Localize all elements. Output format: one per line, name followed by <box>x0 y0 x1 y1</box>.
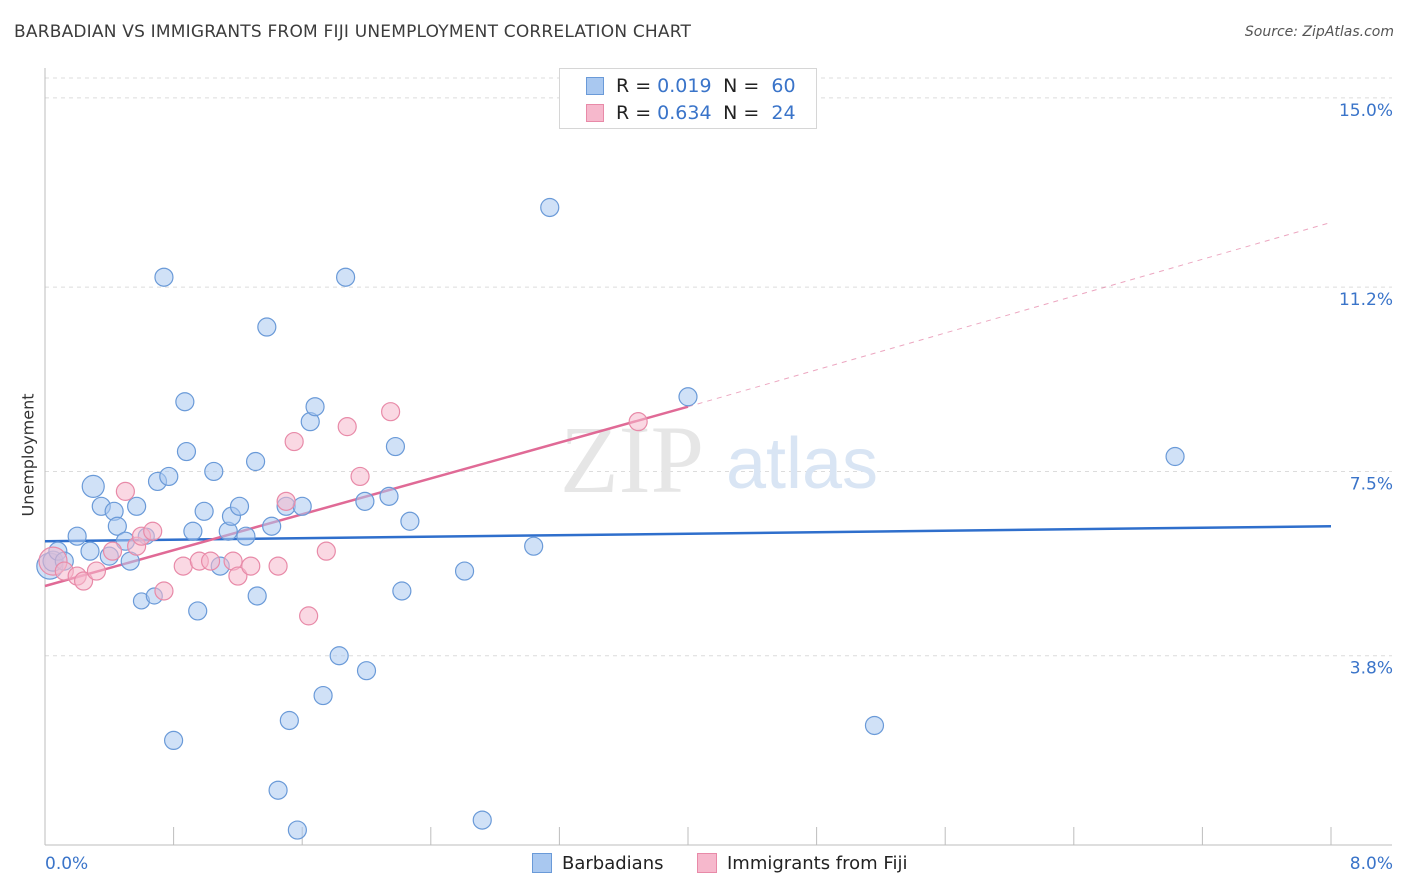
axis-layer: 3.8% 7.5% 11.2% 15.0% 0.0% 8.0% <box>44 68 1393 874</box>
barbadian-point <box>864 715 885 736</box>
barbadian-point <box>164 730 184 751</box>
fiji-point <box>173 556 193 576</box>
legend-r-value: 0.634 <box>657 102 712 124</box>
barbadian-point <box>183 521 203 541</box>
barbadian-point <box>204 461 224 482</box>
legend-swatch-blue <box>532 853 552 873</box>
x-tick-label: 8.0% <box>1350 854 1393 874</box>
barbadian-point <box>245 451 266 472</box>
chart-title: BARBADIAN VS IMMIGRANTS FROM FIJI UNEMPL… <box>14 22 692 42</box>
fiji-point <box>299 606 319 626</box>
fiji-point <box>284 431 304 452</box>
fiji-point <box>241 556 261 576</box>
barbadian-point <box>540 197 560 218</box>
barbadian-point <box>229 496 250 516</box>
y-tick-label: 3.8% <box>1350 659 1393 679</box>
barbadian-point <box>392 581 412 601</box>
fiji-point <box>316 541 336 561</box>
barbadian-point <box>472 810 492 830</box>
legend-row-fiji: R = 0.634 N = 24 <box>586 102 796 124</box>
barbadian-point <box>279 710 299 731</box>
barbadian-point <box>67 526 87 546</box>
barbadian-point <box>159 466 179 487</box>
legend-n-value: 24 <box>771 102 796 124</box>
legend-n-value: 60 <box>771 75 796 97</box>
legend-r-label: R = <box>616 102 652 124</box>
fiji-point <box>268 556 288 576</box>
legend-n-label: N = <box>723 75 760 97</box>
barbadian-point <box>268 780 288 800</box>
barbadian-point <box>154 267 174 287</box>
y-tick-label: 15.0% <box>1339 101 1393 121</box>
barbadian-point <box>175 392 195 412</box>
barbadian-point <box>400 511 420 531</box>
barbadian-point <box>305 397 325 417</box>
barbadian-point <box>262 516 282 536</box>
legend-r-value: 0.019 <box>657 75 712 97</box>
barbadian-point <box>257 317 277 337</box>
barbadian-point <box>379 486 399 506</box>
legend-row-barbadians: R = 0.019 N = 60 <box>586 75 796 97</box>
bottom-legend-barbadians: Barbadians <box>532 852 663 874</box>
legend-label-fiji: Immigrants from Fiji <box>727 852 908 874</box>
fiji-point <box>200 551 221 571</box>
bottom-legend-fiji: Immigrants from Fiji <box>697 852 907 874</box>
legend-swatch-pink <box>586 104 604 122</box>
legend-swatch-pink <box>697 853 717 873</box>
fiji-point <box>73 571 94 591</box>
fiji-point <box>86 561 107 581</box>
watermark: ZIP atlas <box>560 406 878 513</box>
barbadian-point <box>678 387 698 407</box>
barbadian-trendline <box>44 524 1332 543</box>
points-layer <box>36 197 1185 840</box>
barbadian-point <box>356 661 377 681</box>
fiji-point <box>154 581 174 601</box>
legend-n-label: N = <box>723 102 760 124</box>
barbadian-point <box>1165 446 1185 467</box>
fiji-point <box>381 402 401 422</box>
y-axis-label: Unemployment <box>18 393 38 517</box>
fiji-point <box>628 412 648 432</box>
barbadian-point <box>329 646 349 666</box>
barbadian-point <box>236 526 256 546</box>
barbadian-point <box>194 501 214 521</box>
source-credit: Source: ZipAtlas.com <box>1244 24 1394 40</box>
barbadian-point <box>176 441 197 462</box>
barbadian-point <box>287 820 307 840</box>
barbadian-point <box>454 561 475 581</box>
y-tick-label: 7.5% <box>1350 474 1393 494</box>
barbadian-point <box>188 601 208 621</box>
fiji-point <box>102 541 123 561</box>
barbadian-point <box>107 516 127 536</box>
fiji-point <box>143 521 163 541</box>
stats-legend: R = 0.019 N = 60 R = 0.634 N = 24 <box>559 68 817 129</box>
barbadian-point <box>313 685 333 706</box>
fiji-trend-extension <box>687 221 1332 408</box>
barbadian-point <box>385 436 406 457</box>
legend-swatch-blue <box>586 77 604 95</box>
fiji-point <box>337 417 357 437</box>
watermark-atlas: atlas <box>726 424 878 504</box>
barbadian-point <box>292 496 312 516</box>
fiji-point <box>115 481 135 501</box>
y-tick-label: 11.2% <box>1339 290 1393 310</box>
barbadian-point <box>524 536 544 556</box>
fiji-point <box>228 566 248 586</box>
fiji-point <box>276 491 296 511</box>
legend-label-barbadians: Barbadians <box>562 852 664 874</box>
legend-r-label: R = <box>616 75 652 97</box>
barbadian-point <box>355 491 375 511</box>
barbadian-point <box>81 474 105 499</box>
barbadian-point <box>247 586 267 606</box>
x-tick-label: 0.0% <box>45 854 88 874</box>
fiji-point <box>350 466 370 487</box>
barbadian-point <box>80 541 100 561</box>
barbadian-point <box>127 496 147 516</box>
barbadian-point <box>336 267 356 287</box>
